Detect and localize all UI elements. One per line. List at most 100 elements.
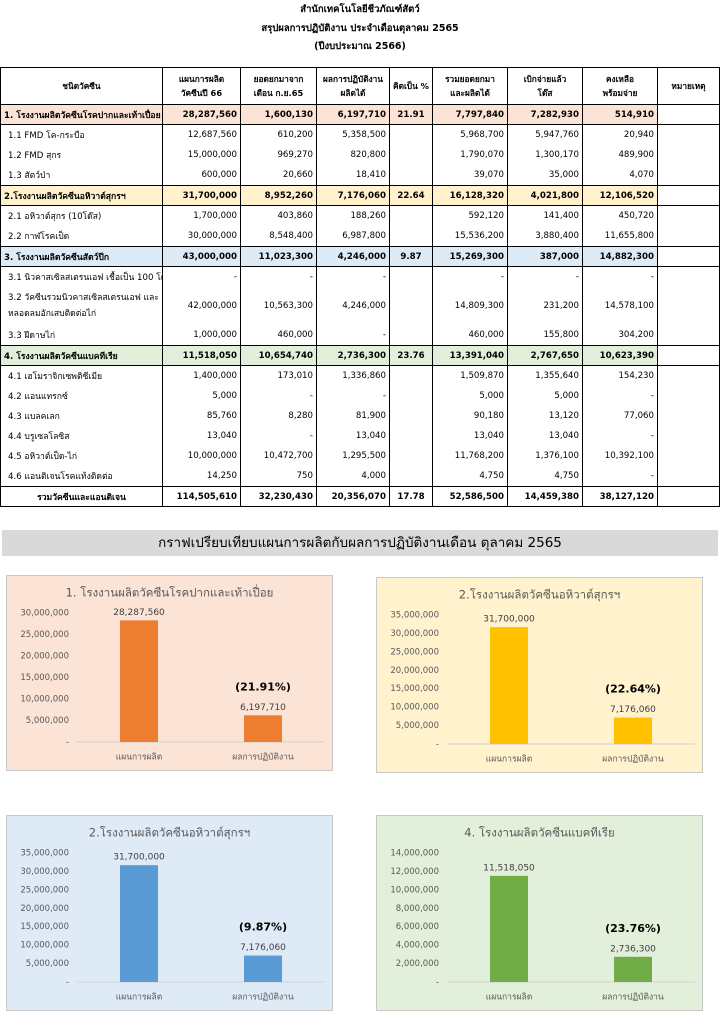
report-subtitle: (ปีงบประมาณ 2566)	[314, 41, 406, 52]
table-row: 4.5 อหิวาต์เป็ด-ไก่ 10,000,000 10,472,700 1…	[0, 446, 720, 466]
column-header: ผลการปฏิบัติงาน ผลิตได้	[316, 67, 390, 105]
cell: 1,509,870	[432, 365, 508, 386]
cell: 969,270	[240, 145, 317, 165]
cell: 1,376,100	[507, 446, 583, 466]
cell	[389, 365, 433, 386]
cell	[389, 287, 433, 325]
table-row: 1.2 FMD สุกร 15,000,000 969,270 820,800 1,79…	[0, 145, 720, 165]
y-tick-label: 30,000,000	[20, 867, 69, 877]
y-tick-label: 25,000,000	[20, 630, 69, 640]
cell: 39,070	[432, 165, 508, 186]
y-tick-label: 25,000,000	[390, 647, 439, 657]
cell: 2,767,650	[507, 345, 583, 366]
x-tick-label: แผนการผลิต	[116, 753, 162, 763]
cell: 14,250	[162, 466, 241, 487]
cell: -	[240, 266, 317, 287]
cell: 14,578,100	[582, 287, 658, 325]
cell: 9.87	[389, 246, 433, 267]
value-label: 31,700,000	[483, 615, 535, 625]
cell: 14,882,300	[582, 246, 658, 267]
cell: 4,246,000	[316, 246, 390, 267]
cell: 3,880,400	[507, 226, 583, 247]
row-label: 4.3 แบลคเลก	[0, 406, 163, 426]
bar	[244, 955, 282, 982]
row-label: 4.6 แอนติเจนโรคแท้งติดต่อ	[0, 466, 163, 487]
row-label: 3.1 นิวคาสเซิลสเตรนเอฟ เชื้อเป็น 100 โด๊…	[0, 266, 163, 287]
header-line: ผลิตได้	[340, 88, 366, 98]
cell: 8,952,260	[240, 185, 317, 206]
y-tick-label: -	[436, 740, 439, 750]
remarks-cell	[657, 466, 720, 487]
x-tick-label: ผลการปฏิบัติงาน	[602, 993, 664, 1003]
value-label: 6,197,710	[240, 703, 286, 713]
remarks-cell	[657, 287, 720, 325]
cell: 514,910	[582, 104, 658, 125]
cell	[389, 226, 433, 247]
table-row: 1.1 FMD โค-กระบือ 12,687,560 610,200 5,358,…	[0, 124, 720, 145]
header-line: วัคซีนปี 66	[180, 88, 223, 98]
chart-title: 2.โรงงานผลิตวัคซีนอหิวาต์สุกรฯ	[459, 588, 620, 602]
cell: 600,000	[162, 165, 241, 186]
cell: 28,287,560	[162, 104, 241, 125]
cell	[389, 325, 433, 346]
y-tick-label: 5,000,000	[26, 716, 69, 726]
cell	[389, 266, 433, 287]
remarks-cell	[657, 124, 720, 145]
table-row: รวมวัคซีนและแอนติเจน 114,505,610 32,230,43…	[0, 486, 720, 507]
cell: 750	[240, 466, 317, 487]
remarks-cell	[657, 446, 720, 466]
cell: 7,176,060	[316, 185, 390, 206]
cell: 20,660	[240, 165, 317, 186]
table-row: 4.6 แอนติเจนโรคแท้งติดต่อ 14,250 750 4,000 4…	[0, 466, 720, 487]
chart-panel: 4. โรงงานผลิตวัคซีนแบคทีเรีย - 2,000,000 4,…	[376, 815, 703, 1011]
cell: 1,336,860	[316, 365, 390, 386]
column-header: แผนการผลิต วัคซีนปี 66	[162, 67, 241, 105]
cell: 173,010	[240, 365, 317, 386]
cell	[389, 446, 433, 466]
cell: -	[582, 466, 658, 487]
x-tick-label: แผนการผลิต	[116, 993, 162, 1003]
y-tick-label: 4,000,000	[396, 941, 439, 951]
row-label: 4.1 เฮโมราจิกเซพติซีเมีย	[0, 365, 163, 386]
y-tick-label: 5,000,000	[396, 721, 439, 731]
header-line: โด๊ส	[537, 88, 553, 98]
cell: 20,356,070	[316, 486, 390, 507]
remarks-cell	[657, 246, 720, 267]
row-label: 4.4 บรูเซลโลซิส	[0, 426, 163, 446]
cell: 4,750	[507, 466, 583, 487]
cell: 85,760	[162, 406, 241, 426]
row-label: 1.2 FMD สุกร	[0, 145, 163, 165]
column-header: ยอดยกมาจาก เดือน ก.ย.65	[240, 67, 317, 105]
table-row: 3.1 นิวคาสเซิลสเตรนเอฟ เชื้อเป็น 100 โด๊…	[0, 266, 720, 287]
remarks-cell	[657, 426, 720, 446]
row-label: 3. โรงงานผลิตวัคซีนสัตว์ปีก	[0, 246, 163, 267]
cell: 13,040	[316, 426, 390, 446]
bar	[614, 956, 652, 982]
remarks-cell	[657, 365, 720, 386]
cell: 114,505,610	[162, 486, 241, 507]
row-label: 1.3 สัตว์ป่า	[0, 165, 163, 186]
remarks-cell	[657, 345, 720, 366]
row-label: 3.2 วัคซีนรวมนิวคาสเซิลสเตรนเอฟ และหลอดล…	[0, 287, 163, 325]
table-row: 2.1 อหิวาต์สุกร (10โด๊ส) 1,700,000 403,860…	[0, 205, 720, 226]
cell: 22.64	[389, 185, 433, 206]
remarks-cell	[657, 386, 720, 406]
row-label: 4.2 แอนแทรกซ์	[0, 386, 163, 406]
x-tick-label: ผลการปฏิบัติงาน	[602, 755, 664, 765]
cell: 13,040	[162, 426, 241, 446]
table-row: 4.2 แอนแทรกซ์ 5,000- -5,000 5,000-	[0, 386, 720, 406]
cell: 13,391,040	[432, 345, 508, 366]
cell: 460,000	[240, 325, 317, 346]
cell: 1,295,500	[316, 446, 390, 466]
cell: 13,120	[507, 406, 583, 426]
header-line: รวมยอดยกมา	[445, 74, 495, 84]
value-label: 7,176,060	[240, 943, 286, 953]
cell: 10,563,300	[240, 287, 317, 325]
table-row: 4.3 แบลคเลก 85,760 8,280 81,900 90,180 13,120…	[0, 406, 720, 426]
cell: 38,127,120	[582, 486, 658, 507]
cell: 11,023,300	[240, 246, 317, 267]
cell	[389, 466, 433, 487]
remarks-cell	[657, 486, 720, 507]
cell: 12,687,560	[162, 124, 241, 145]
y-tick-label: 20,000,000	[390, 666, 439, 676]
